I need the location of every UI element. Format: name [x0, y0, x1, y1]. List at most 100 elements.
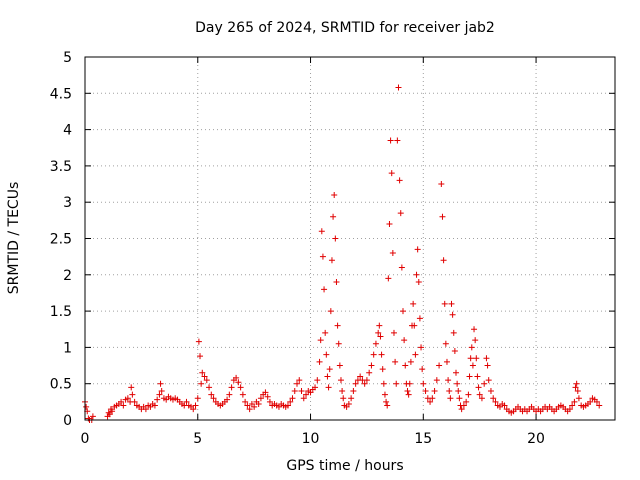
data-point	[453, 369, 459, 376]
data-point	[402, 362, 409, 369]
data-point	[326, 366, 333, 373]
data-point	[262, 389, 269, 396]
data-point	[484, 362, 491, 369]
data-point	[575, 395, 582, 402]
data-point	[404, 387, 411, 394]
y-tick-label: 5	[63, 50, 72, 66]
data-point	[224, 396, 231, 403]
data-point	[336, 362, 343, 369]
data-point	[244, 402, 251, 409]
data-point	[194, 395, 201, 402]
data-point	[438, 181, 445, 188]
data-point	[445, 377, 452, 384]
y-tick-label: 4.5	[50, 86, 72, 102]
data-point	[298, 387, 305, 394]
data-point	[294, 380, 300, 387]
data-point	[318, 228, 325, 235]
data-point	[242, 398, 249, 405]
data-point	[460, 402, 467, 409]
data-point	[574, 387, 581, 394]
data-point	[389, 250, 396, 257]
data-point	[427, 398, 434, 405]
data-point	[463, 398, 470, 405]
data-point	[473, 355, 480, 362]
data-point	[476, 391, 483, 398]
data-point	[366, 369, 373, 376]
data-point	[235, 379, 242, 386]
chart-title: Day 265 of 2024, SRMTID for receiver jab…	[195, 20, 495, 36]
data-point	[363, 377, 370, 384]
y-tick-label: 2	[63, 268, 72, 284]
data-point	[478, 395, 485, 402]
data-point	[400, 308, 406, 315]
data-point	[284, 402, 291, 409]
data-point	[415, 279, 422, 286]
data-point	[411, 322, 418, 329]
data-point	[492, 398, 499, 405]
data-point	[251, 403, 258, 410]
data-point	[387, 137, 394, 144]
data-point	[314, 377, 321, 384]
data-point	[381, 391, 388, 398]
data-point	[447, 395, 454, 402]
data-point	[420, 380, 427, 387]
data-point	[395, 84, 402, 91]
data-point	[210, 395, 217, 402]
data-point	[449, 311, 456, 318]
data-point	[142, 406, 149, 413]
data-point	[593, 398, 600, 405]
data-point	[368, 362, 375, 369]
data-point	[348, 395, 355, 402]
data-point	[454, 380, 461, 387]
data-point	[350, 387, 357, 394]
data-point	[472, 337, 479, 344]
data-point	[475, 384, 482, 391]
data-point	[323, 351, 330, 358]
data-point	[458, 406, 465, 413]
data-point	[471, 326, 478, 333]
data-point	[419, 366, 426, 373]
data-point	[195, 338, 202, 345]
data-point	[226, 391, 233, 398]
data-point	[388, 170, 395, 177]
data-point	[319, 253, 326, 260]
data-point	[128, 384, 135, 391]
data-point	[572, 384, 579, 391]
x-tick-label: 5	[193, 431, 202, 447]
data-point	[151, 402, 158, 409]
data-point	[154, 396, 161, 403]
data-point	[416, 315, 423, 322]
data-point	[439, 213, 446, 220]
data-point	[393, 380, 400, 387]
data-point	[431, 387, 438, 394]
data-point	[105, 409, 112, 416]
data-point	[289, 395, 296, 402]
data-point	[129, 391, 136, 398]
data-point	[474, 373, 481, 380]
data-point	[337, 377, 344, 384]
data-point	[339, 387, 346, 394]
x-tick-label: 10	[302, 431, 320, 447]
data-point	[413, 271, 420, 278]
data-point	[443, 358, 450, 365]
data-point	[407, 358, 414, 365]
data-point	[468, 344, 475, 351]
data-point	[380, 380, 387, 387]
data-point	[83, 403, 90, 410]
data-point	[571, 398, 578, 405]
data-point	[469, 362, 476, 369]
x-axis-label: GPS time / hours	[286, 458, 403, 474]
y-tick-label: 4	[63, 123, 72, 139]
data-point	[384, 402, 391, 409]
y-tick-label: 1.5	[50, 304, 72, 320]
data-point	[361, 380, 368, 387]
data-point	[490, 395, 497, 402]
data-point	[324, 373, 331, 380]
data-point	[466, 373, 473, 380]
data-point	[376, 322, 383, 329]
data-point	[440, 257, 447, 264]
data-point	[303, 391, 310, 398]
data-point	[401, 337, 408, 344]
data-point	[255, 401, 262, 408]
